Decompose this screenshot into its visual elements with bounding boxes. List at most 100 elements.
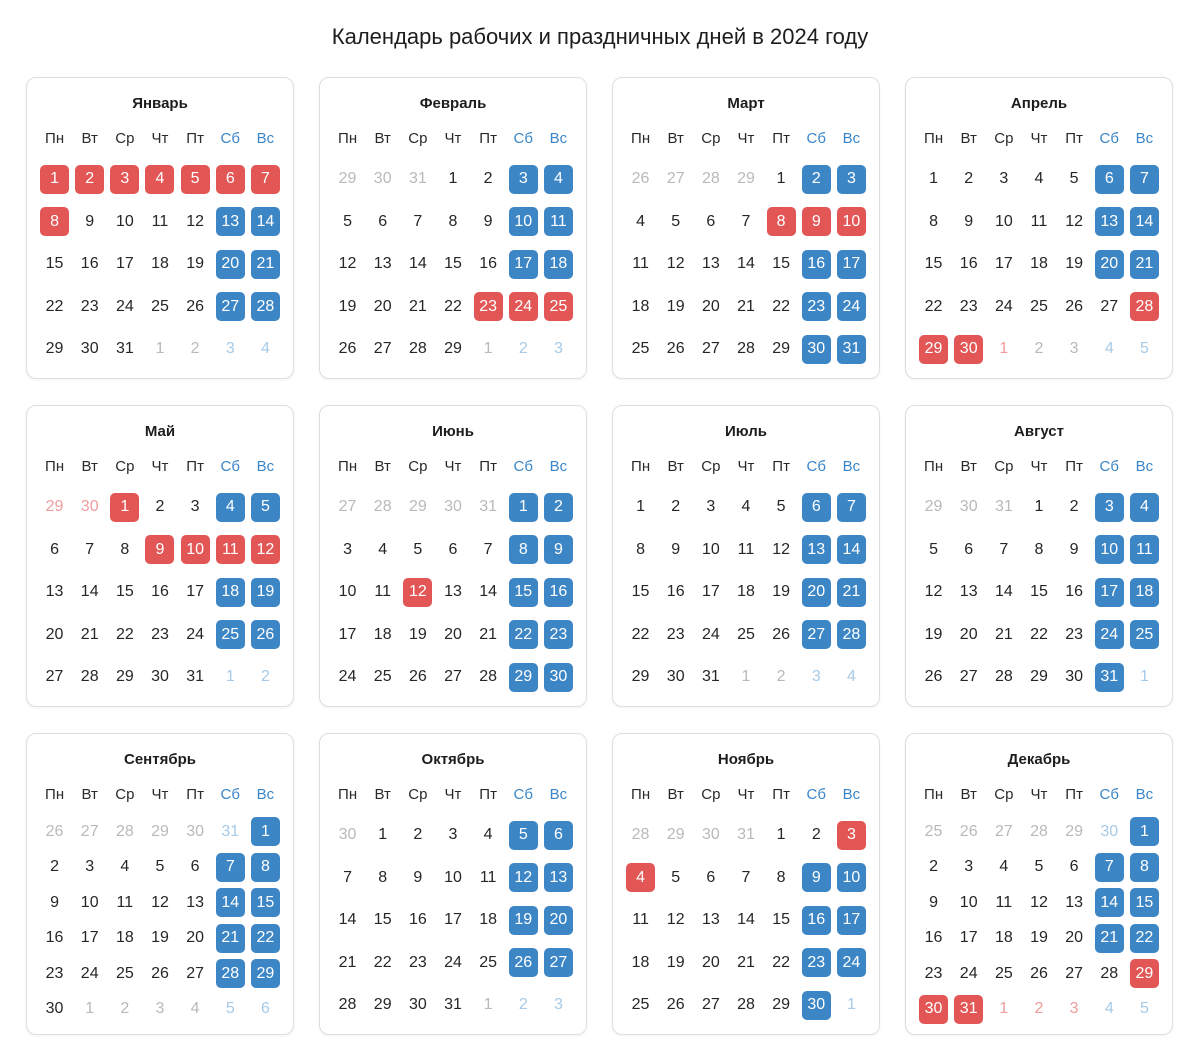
day-cell: 5 xyxy=(1021,850,1056,886)
day-number: 2 xyxy=(1034,1000,1044,1018)
day-number: 8 xyxy=(636,540,646,558)
day-cell: 11 xyxy=(623,243,658,286)
month-card: Май Пн Вт Ср Чт Пт Сб Вс 29 30 1 2 3 4 5 6 7 8 9 10 11 12 13 14… xyxy=(26,405,294,707)
day-cell: 1 xyxy=(107,486,142,529)
day-cell: 22 xyxy=(623,614,658,657)
day-number: 12 xyxy=(1065,212,1084,230)
day-number: 18 xyxy=(1030,255,1048,273)
month-name: Июль xyxy=(725,423,767,440)
day-number: 5 xyxy=(776,498,786,516)
day-cell: 20 xyxy=(693,286,728,329)
day-number: 4 xyxy=(846,668,856,686)
day-number: 18 xyxy=(631,953,650,971)
day-cell: 28 xyxy=(248,286,283,329)
weekday-label: Вт xyxy=(374,458,391,475)
day-number: 1 xyxy=(40,164,70,194)
weekday-header: Пн Вт Ср Чт Пт Сб Вс xyxy=(37,458,283,476)
day-cell: 4 xyxy=(1021,158,1056,201)
day-number: 13 xyxy=(373,255,392,273)
day-cell: 18 xyxy=(142,243,177,286)
day-cell: 9 xyxy=(1057,529,1092,572)
day-cell: 30 xyxy=(435,486,470,529)
day-number: 5 xyxy=(671,868,681,886)
day-cell: 19 xyxy=(658,942,693,985)
day-cell: 27 xyxy=(72,814,107,850)
weekday-label: Ср xyxy=(701,786,721,803)
day-cell: 27 xyxy=(541,942,576,985)
day-number: 30 xyxy=(186,822,205,840)
day-cell: 28 xyxy=(471,656,506,699)
weekday-label: Сб xyxy=(513,130,533,147)
day-cell: 20 xyxy=(37,614,72,657)
day-cell: 26 xyxy=(658,328,693,371)
day-cell: 15 xyxy=(365,899,400,942)
day-cell: 31 xyxy=(1092,656,1127,699)
day-cell: 29 xyxy=(506,656,541,699)
weekday-label: Сб xyxy=(806,786,826,803)
day-cell: 15 xyxy=(623,571,658,614)
day-number: 26 xyxy=(666,340,685,358)
day-number: 1 xyxy=(1034,498,1044,516)
day-number: 9 xyxy=(929,893,939,911)
month-name: Июнь xyxy=(432,423,474,440)
day-cell: 7 xyxy=(471,529,506,572)
day-cell: 6 xyxy=(951,529,986,572)
day-cell: 13 xyxy=(693,243,728,286)
day-number: 3 xyxy=(1069,340,1079,358)
day-number: 27 xyxy=(215,292,245,322)
day-number: 28 xyxy=(115,822,134,840)
day-number: 30 xyxy=(801,990,831,1020)
day-cell: 29 xyxy=(330,158,365,201)
day-cell: 6 xyxy=(799,486,834,529)
day-number: 25 xyxy=(631,340,650,358)
day-cell: 21 xyxy=(330,942,365,985)
day-cell: 4 xyxy=(1092,328,1127,371)
day-number: 18 xyxy=(631,297,650,315)
day-cell: 2 xyxy=(799,814,834,857)
day-cell: 30 xyxy=(799,328,834,371)
day-number: 23 xyxy=(473,292,503,322)
day-number: 3 xyxy=(999,170,1009,188)
day-number: 8 xyxy=(766,207,796,237)
day-number: 5 xyxy=(155,858,165,876)
day-number: 11 xyxy=(1030,212,1048,230)
day-number: 2 xyxy=(964,170,974,188)
day-cell: 30 xyxy=(37,992,72,1028)
day-number: 30 xyxy=(151,668,169,686)
day-number: 14 xyxy=(994,583,1013,601)
day-cell: 4 xyxy=(107,850,142,886)
day-number: 8 xyxy=(1129,852,1159,882)
day-number: 27 xyxy=(80,822,99,840)
day-cell: 4 xyxy=(623,857,658,900)
day-number: 3 xyxy=(836,164,866,194)
day-number: 3 xyxy=(553,340,563,358)
day-number: 12 xyxy=(250,535,280,565)
day-number: 20 xyxy=(801,577,831,607)
day-cell: 16 xyxy=(142,571,177,614)
day-number: 23 xyxy=(1065,625,1084,643)
day-cell: 2 xyxy=(799,158,834,201)
day-cell: 13 xyxy=(1092,201,1127,244)
day-cell: 4 xyxy=(248,328,283,371)
day-cell: 24 xyxy=(330,656,365,699)
day-number: 10 xyxy=(959,893,978,911)
day-cell: 12 xyxy=(916,571,951,614)
day-number: 18 xyxy=(215,577,245,607)
day-cell: 5 xyxy=(658,857,693,900)
month-name: Декабрь xyxy=(1007,751,1071,768)
day-number: 19 xyxy=(250,577,280,607)
day-number: 3 xyxy=(964,858,974,876)
day-number: 25 xyxy=(737,625,755,643)
day-cell: 18 xyxy=(213,571,248,614)
day-cell: 22 xyxy=(764,286,799,329)
day-number: 19 xyxy=(1065,255,1084,273)
day-cell: 20 xyxy=(365,286,400,329)
day-cell: 16 xyxy=(72,243,107,286)
day-number: 10 xyxy=(338,583,357,601)
day-cell: 11 xyxy=(986,885,1021,921)
weekday-label: Вт xyxy=(667,458,684,475)
day-cell: 15 xyxy=(506,571,541,614)
day-cell: 1 xyxy=(986,328,1021,371)
day-number: 7 xyxy=(215,852,245,882)
day-number: 9 xyxy=(85,212,95,230)
